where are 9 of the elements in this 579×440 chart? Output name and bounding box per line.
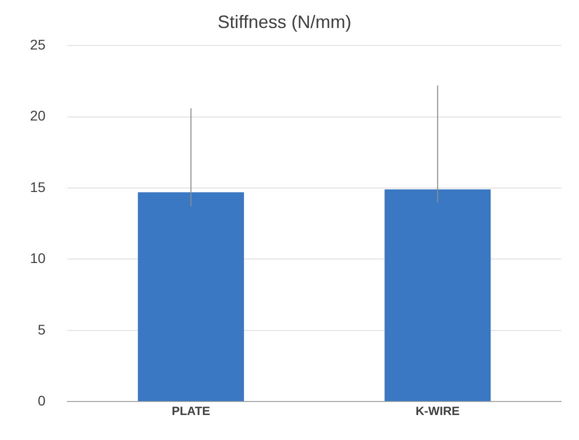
y-tick-label: 5 xyxy=(38,321,46,338)
y-tick-label: 25 xyxy=(30,36,46,52)
y-tick-label: 20 xyxy=(30,108,46,124)
x-tick-label: PLATE xyxy=(172,404,210,418)
x-tick-label: K-WIRE xyxy=(416,404,460,418)
chart-title: Stiffness (N/mm) xyxy=(218,12,352,32)
y-tick-label: 15 xyxy=(30,178,46,195)
y-tick-label: 0 xyxy=(38,392,46,408)
y-tick-label: 10 xyxy=(30,250,46,266)
